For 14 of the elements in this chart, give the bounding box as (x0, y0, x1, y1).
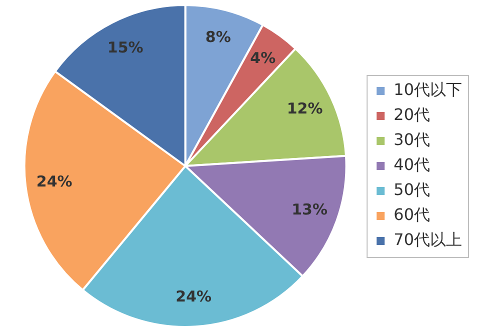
legend-label: 70代以上 (394, 230, 462, 250)
data-label: 24% (36, 172, 72, 190)
data-label: 12% (286, 100, 323, 118)
legend-label: 60代 (394, 205, 430, 224)
data-label: 13% (292, 200, 328, 219)
data-label: 4% (250, 49, 276, 68)
legend-label: 40代 (394, 155, 430, 174)
legend-label: 10代以下 (394, 80, 462, 100)
data-label: 15% (107, 38, 144, 56)
data-label: 8% (205, 28, 231, 46)
legend-label: 20代 (394, 105, 430, 124)
legend-label: 30代 (394, 130, 430, 150)
data-label: 24% (176, 288, 212, 306)
legend-label: 50代 (394, 180, 430, 200)
